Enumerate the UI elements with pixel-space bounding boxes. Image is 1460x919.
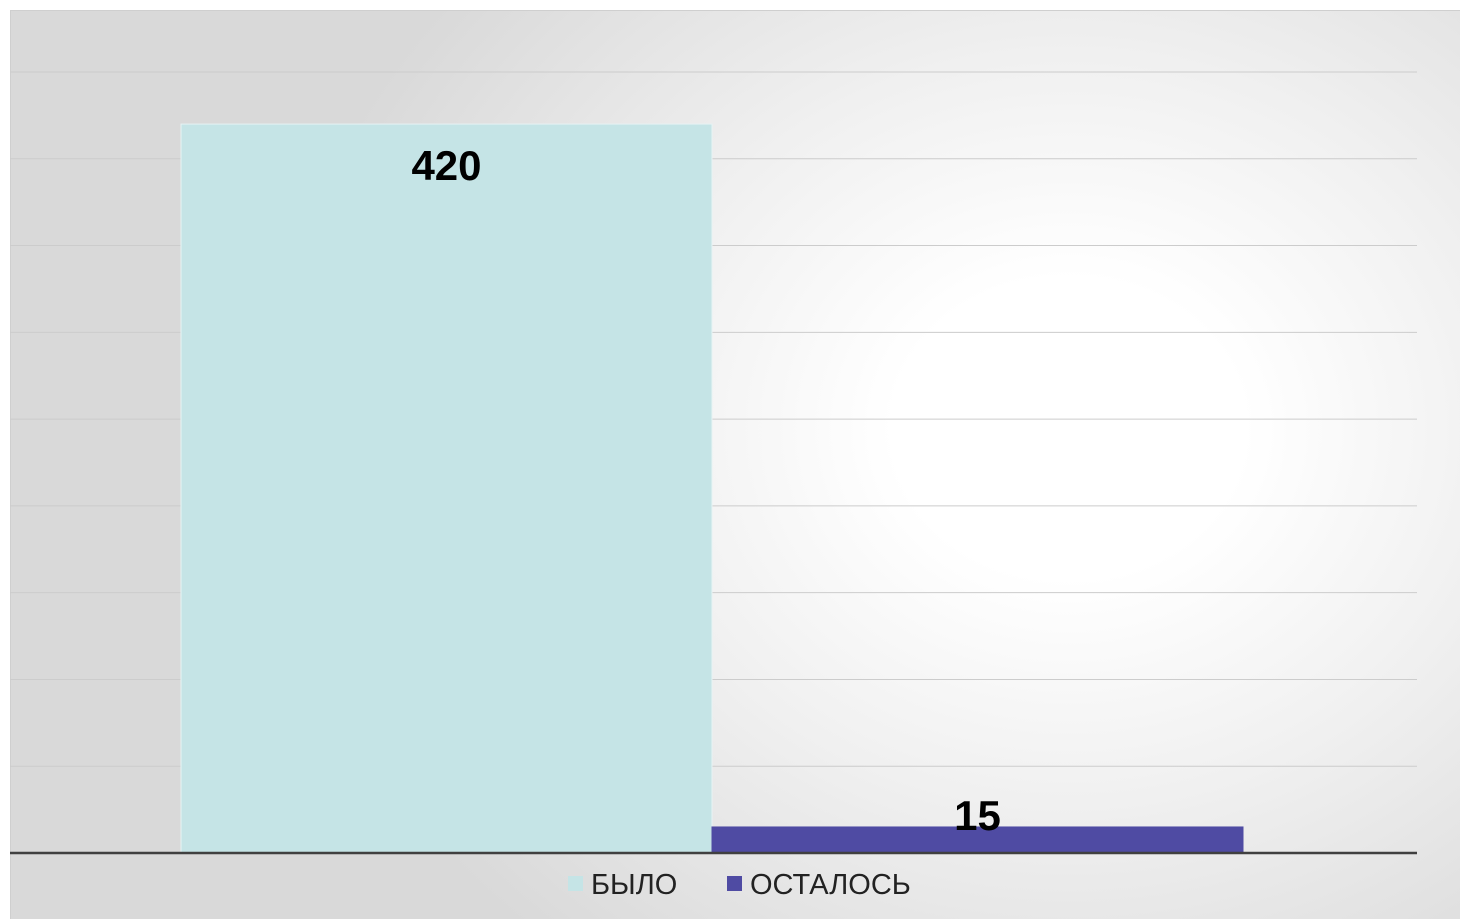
bar-bylo bbox=[180, 123, 713, 854]
data-label: 15 bbox=[954, 792, 1001, 839]
bar-ostalos bbox=[711, 826, 1244, 854]
data-labels: 420 15 bbox=[411, 142, 1000, 839]
bars bbox=[180, 123, 1244, 854]
legend-swatch bbox=[727, 876, 742, 891]
data-label: 420 bbox=[411, 142, 481, 189]
legend-label: БЫЛО bbox=[591, 869, 677, 901]
legend-swatch bbox=[568, 876, 583, 891]
legend-label: ОСТАЛОСЬ bbox=[750, 869, 911, 901]
legend: БЫЛО ОСТАЛОСЬ bbox=[568, 869, 911, 901]
